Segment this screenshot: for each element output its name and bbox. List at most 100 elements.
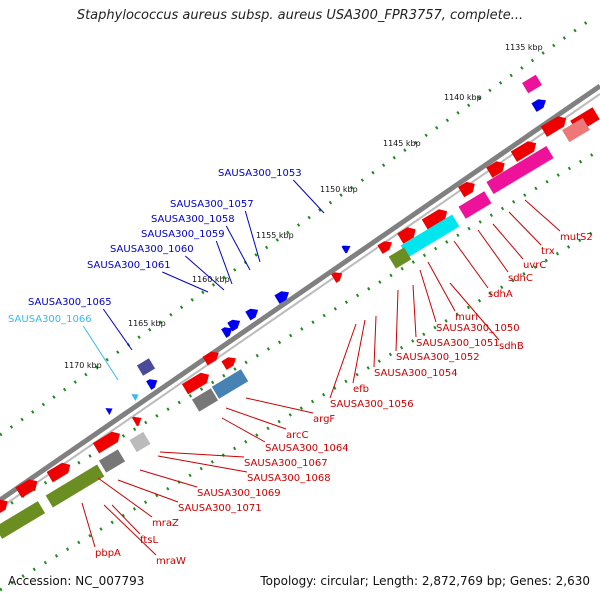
leader-line (111, 504, 141, 535)
leader-line (162, 271, 209, 293)
gene-label: ftsL (140, 535, 158, 546)
gene-block (562, 117, 590, 143)
leader-line (477, 229, 509, 273)
leader-line (139, 469, 198, 488)
gene-arrow (540, 116, 567, 137)
kbp-label: 1155 kbp (256, 231, 294, 240)
gene-label: SAUSA300_1053 (218, 168, 302, 179)
gene-label: SAUSA300_1060 (110, 244, 194, 255)
gene-top-1 (522, 74, 542, 94)
gene-1058 (245, 308, 259, 321)
gene-pbpA (0, 499, 8, 516)
leader-line (427, 261, 456, 312)
leader-line (492, 223, 524, 260)
gene-block (522, 74, 542, 94)
gene-label: arcC (286, 430, 309, 441)
leader-line (453, 240, 489, 289)
gene-1060 (221, 327, 233, 338)
gene-1061b (105, 408, 113, 415)
gene-arrow (486, 161, 505, 178)
leader-line (244, 210, 261, 263)
gene-rev-10 (45, 464, 105, 508)
gene-arrow (377, 241, 393, 254)
gene-label: uvrC (523, 260, 546, 271)
leader-line (329, 323, 357, 399)
gene-label: mraW (156, 556, 186, 567)
gene-label: murI (455, 312, 478, 323)
gene-arrow (131, 394, 139, 401)
gene-label: argF (313, 414, 335, 425)
gene-rev-8 (129, 431, 151, 453)
gene-label: sdhA (488, 289, 513, 300)
gene-label: SAUSA300_1050 (436, 323, 520, 334)
gene-1057 (274, 291, 290, 304)
gene-block (136, 358, 156, 376)
gene-1059 (227, 319, 241, 332)
gene-label: SAUSA300_1071 (178, 503, 262, 514)
leader-line (215, 240, 233, 285)
gene-trx (510, 141, 537, 162)
gene-arrow (15, 479, 38, 498)
gene-arrow (181, 372, 210, 395)
gene-1068 (131, 416, 142, 427)
gene-label: mraZ (152, 518, 179, 529)
gene-rev-5 (388, 247, 412, 269)
gene-label: sdhB (499, 341, 524, 352)
gene-label: SAUSA300_1056 (330, 399, 414, 410)
leader-line (82, 325, 119, 381)
leader-line (245, 397, 314, 414)
gene-ftsL (15, 479, 38, 498)
gene-label: SAUSA300_1069 (197, 488, 281, 499)
gene-1054 (331, 272, 343, 283)
gene-rev-4 (400, 214, 460, 258)
gene-arcC (221, 357, 237, 370)
gene-1065b (146, 379, 158, 390)
kbp-label: 1145 kbp (383, 139, 421, 148)
gene-1050 (377, 241, 393, 254)
gene-block (0, 501, 46, 539)
leader-line (81, 502, 96, 548)
gene-label: SAUSA300_1051 (416, 338, 500, 349)
leader-line (157, 455, 248, 473)
gene-arrow (421, 209, 448, 230)
gene-arrow (92, 431, 121, 454)
leader-line (449, 282, 500, 341)
gene-rev-9 (98, 449, 126, 473)
leader-line (524, 199, 561, 232)
leader-line (292, 179, 325, 214)
gene-rev-3 (458, 191, 492, 219)
leader-line (225, 225, 251, 271)
gene-label: SAUSA300_1064 (265, 443, 349, 454)
leader-line (419, 269, 437, 323)
accession-label: Accession: NC_007793 (8, 574, 145, 588)
genome-summary: Topology: circular; Length: 2,872,769 bp… (260, 574, 590, 588)
leader-line (103, 504, 157, 556)
leader-line (97, 477, 153, 518)
gene-block (486, 145, 554, 195)
gene-uvrC (486, 161, 505, 178)
gene-rev-6 (211, 369, 249, 399)
gene-rev-12 (562, 117, 590, 143)
gene-1064 (181, 372, 210, 395)
gene-argF (202, 351, 219, 366)
gene-arrow (274, 291, 290, 304)
gene-label: SAUSA300_1058 (151, 214, 235, 225)
gene-arrow (202, 351, 219, 366)
leader-line (373, 315, 377, 368)
gene-label: efb (353, 384, 369, 395)
gene-arrow (397, 227, 416, 244)
leader-line (159, 451, 245, 458)
leader-line (225, 407, 287, 430)
gene-label: SAUSA300_1066 (8, 314, 92, 325)
gene-arrow (46, 462, 71, 483)
gene-label: SAUSA300_1054 (374, 368, 458, 379)
leader-line (412, 284, 417, 338)
gene-arrow (131, 416, 142, 427)
kbp-label: 1150 kbp (320, 185, 358, 194)
gene-arrow (341, 245, 351, 254)
gene-label: trx (541, 246, 555, 257)
gene-block (211, 369, 249, 399)
gene-1065 (136, 358, 156, 376)
gene-mutS2 (540, 116, 567, 137)
gene-block (191, 388, 219, 412)
